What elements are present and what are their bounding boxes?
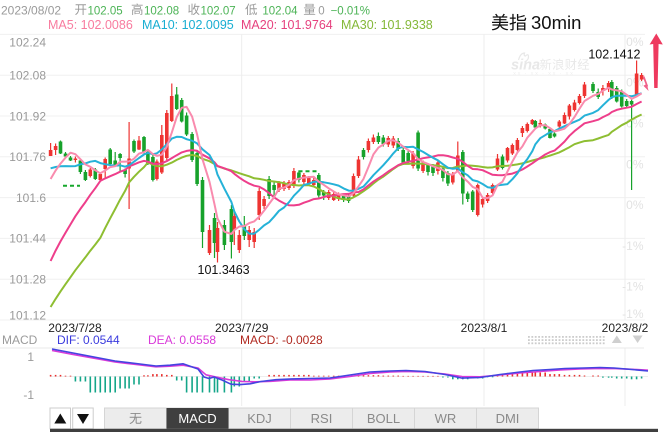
svg-text:102.08: 102.08 [9, 69, 46, 83]
svg-text:101.28: 101.28 [9, 273, 46, 287]
svg-text:101.6: 101.6 [16, 191, 46, 205]
svg-text:2023/8/2: 2023/8/2 [602, 321, 649, 335]
svg-text:0: 0 [318, 6, 324, 18]
svg-text:-1%: -1% [622, 307, 644, 321]
svg-text:101.12: 101.12 [9, 308, 46, 322]
svg-text:MA5: 102.0086: MA5: 102.0086 [48, 18, 133, 32]
svg-text:0%: 0% [626, 198, 644, 212]
svg-text:102.24: 102.24 [9, 35, 46, 49]
svg-text:-1%: -1% [622, 280, 644, 294]
svg-text:102.08: 102.08 [144, 6, 179, 18]
svg-text:2023/7/28: 2023/7/28 [48, 321, 102, 335]
svg-text:101.92: 101.92 [9, 109, 46, 123]
svg-text:MA20: 101.9764: MA20: 101.9764 [241, 18, 333, 32]
svg-text:102.1412: 102.1412 [588, 48, 640, 62]
svg-text:sina: sina [511, 58, 540, 74]
svg-text:101.3463: 101.3463 [198, 263, 250, 277]
svg-text:RSI: RSI [311, 411, 333, 426]
svg-text:102.04: 102.04 [262, 6, 298, 18]
svg-text:2023/08/02: 2023/08/02 [1, 4, 61, 18]
svg-text:MA10: 102.0095: MA10: 102.0095 [142, 18, 234, 32]
svg-text:DEA: 0.0558: DEA: 0.0558 [148, 333, 216, 347]
svg-text:1: 1 [27, 350, 34, 364]
svg-text:MACD: MACD [178, 411, 216, 426]
svg-text:-1%: -1% [622, 239, 644, 253]
svg-text:102.07: 102.07 [201, 6, 236, 18]
svg-text:101.44: 101.44 [9, 232, 46, 246]
svg-text:BOLL: BOLL [367, 411, 400, 426]
svg-text:0%: 0% [626, 35, 644, 49]
svg-text:XX - XX - XX - XX: XX - XX - XX - XX [513, 71, 575, 76]
svg-text:0%: 0% [626, 157, 644, 171]
svg-text:DMI: DMI [496, 411, 520, 426]
svg-text:KDJ: KDJ [247, 411, 272, 426]
svg-text:-1: -1 [23, 388, 34, 402]
svg-text:−0.01%: −0.01% [331, 6, 370, 18]
svg-text:MA30: 101.9338: MA30: 101.9338 [341, 18, 433, 32]
svg-text:WR: WR [435, 411, 457, 426]
svg-text:2023/7/29: 2023/7/29 [215, 321, 269, 335]
svg-text:30min: 30min [531, 12, 581, 33]
svg-text:102.05: 102.05 [88, 6, 123, 18]
svg-text:2023/8/1: 2023/8/1 [461, 321, 508, 335]
svg-text:MACD: MACD [2, 333, 38, 347]
svg-text:DIF: 0.0544: DIF: 0.0544 [57, 333, 120, 347]
svg-text:MACD: -0.0028: MACD: -0.0028 [240, 333, 323, 347]
svg-text:101.76: 101.76 [9, 150, 46, 164]
